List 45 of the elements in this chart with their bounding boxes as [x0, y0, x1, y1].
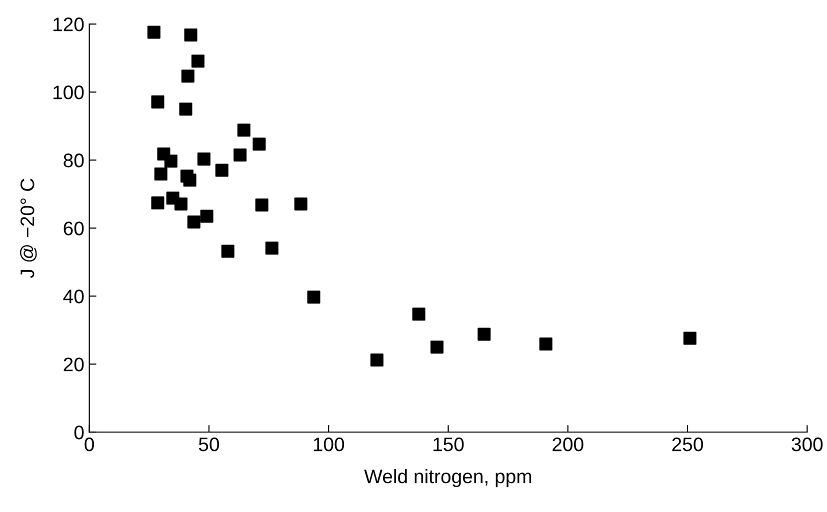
point	[252, 138, 266, 151]
point	[147, 26, 160, 39]
y-axis-title: J @ −20° C	[20, 178, 37, 278]
point	[151, 196, 164, 210]
y-tick-label: 0	[74, 426, 84, 440]
point	[539, 338, 552, 351]
point	[412, 308, 426, 321]
point	[370, 354, 384, 367]
x-axis-title: Weld nitrogen, ppm	[364, 469, 532, 488]
point	[215, 164, 228, 177]
y-tick-label: 40	[63, 290, 84, 304]
y-tick-label: 100	[54, 86, 84, 100]
point	[683, 332, 696, 345]
x-tick-label: 200	[552, 438, 584, 452]
point	[179, 102, 192, 116]
point	[294, 197, 308, 210]
point	[181, 70, 194, 83]
x-tick-label: 0	[84, 438, 94, 452]
point	[265, 242, 278, 255]
point	[255, 198, 268, 212]
y-tick-label: 60	[64, 222, 84, 236]
point	[307, 290, 320, 304]
point	[183, 174, 196, 187]
point	[191, 54, 204, 68]
point	[430, 340, 444, 354]
point	[237, 124, 250, 137]
point	[234, 148, 247, 162]
point	[187, 215, 200, 228]
point	[151, 95, 164, 108]
point	[184, 28, 198, 42]
x-tick-label: 100	[314, 438, 344, 452]
point	[478, 328, 491, 341]
y-tick-label: 80	[64, 154, 84, 168]
y-tick-label: 120	[54, 18, 84, 32]
point	[154, 168, 168, 181]
point	[197, 152, 210, 166]
x-tick-label: 250	[672, 438, 703, 452]
point	[221, 244, 234, 258]
x-tick-label: 150	[433, 438, 464, 452]
x-tick-label: 300	[792, 438, 823, 452]
point	[200, 210, 214, 223]
point	[174, 197, 188, 210]
point	[164, 154, 178, 168]
y-tick-label: 20	[64, 358, 84, 372]
x-tick-label: 50	[198, 438, 220, 452]
